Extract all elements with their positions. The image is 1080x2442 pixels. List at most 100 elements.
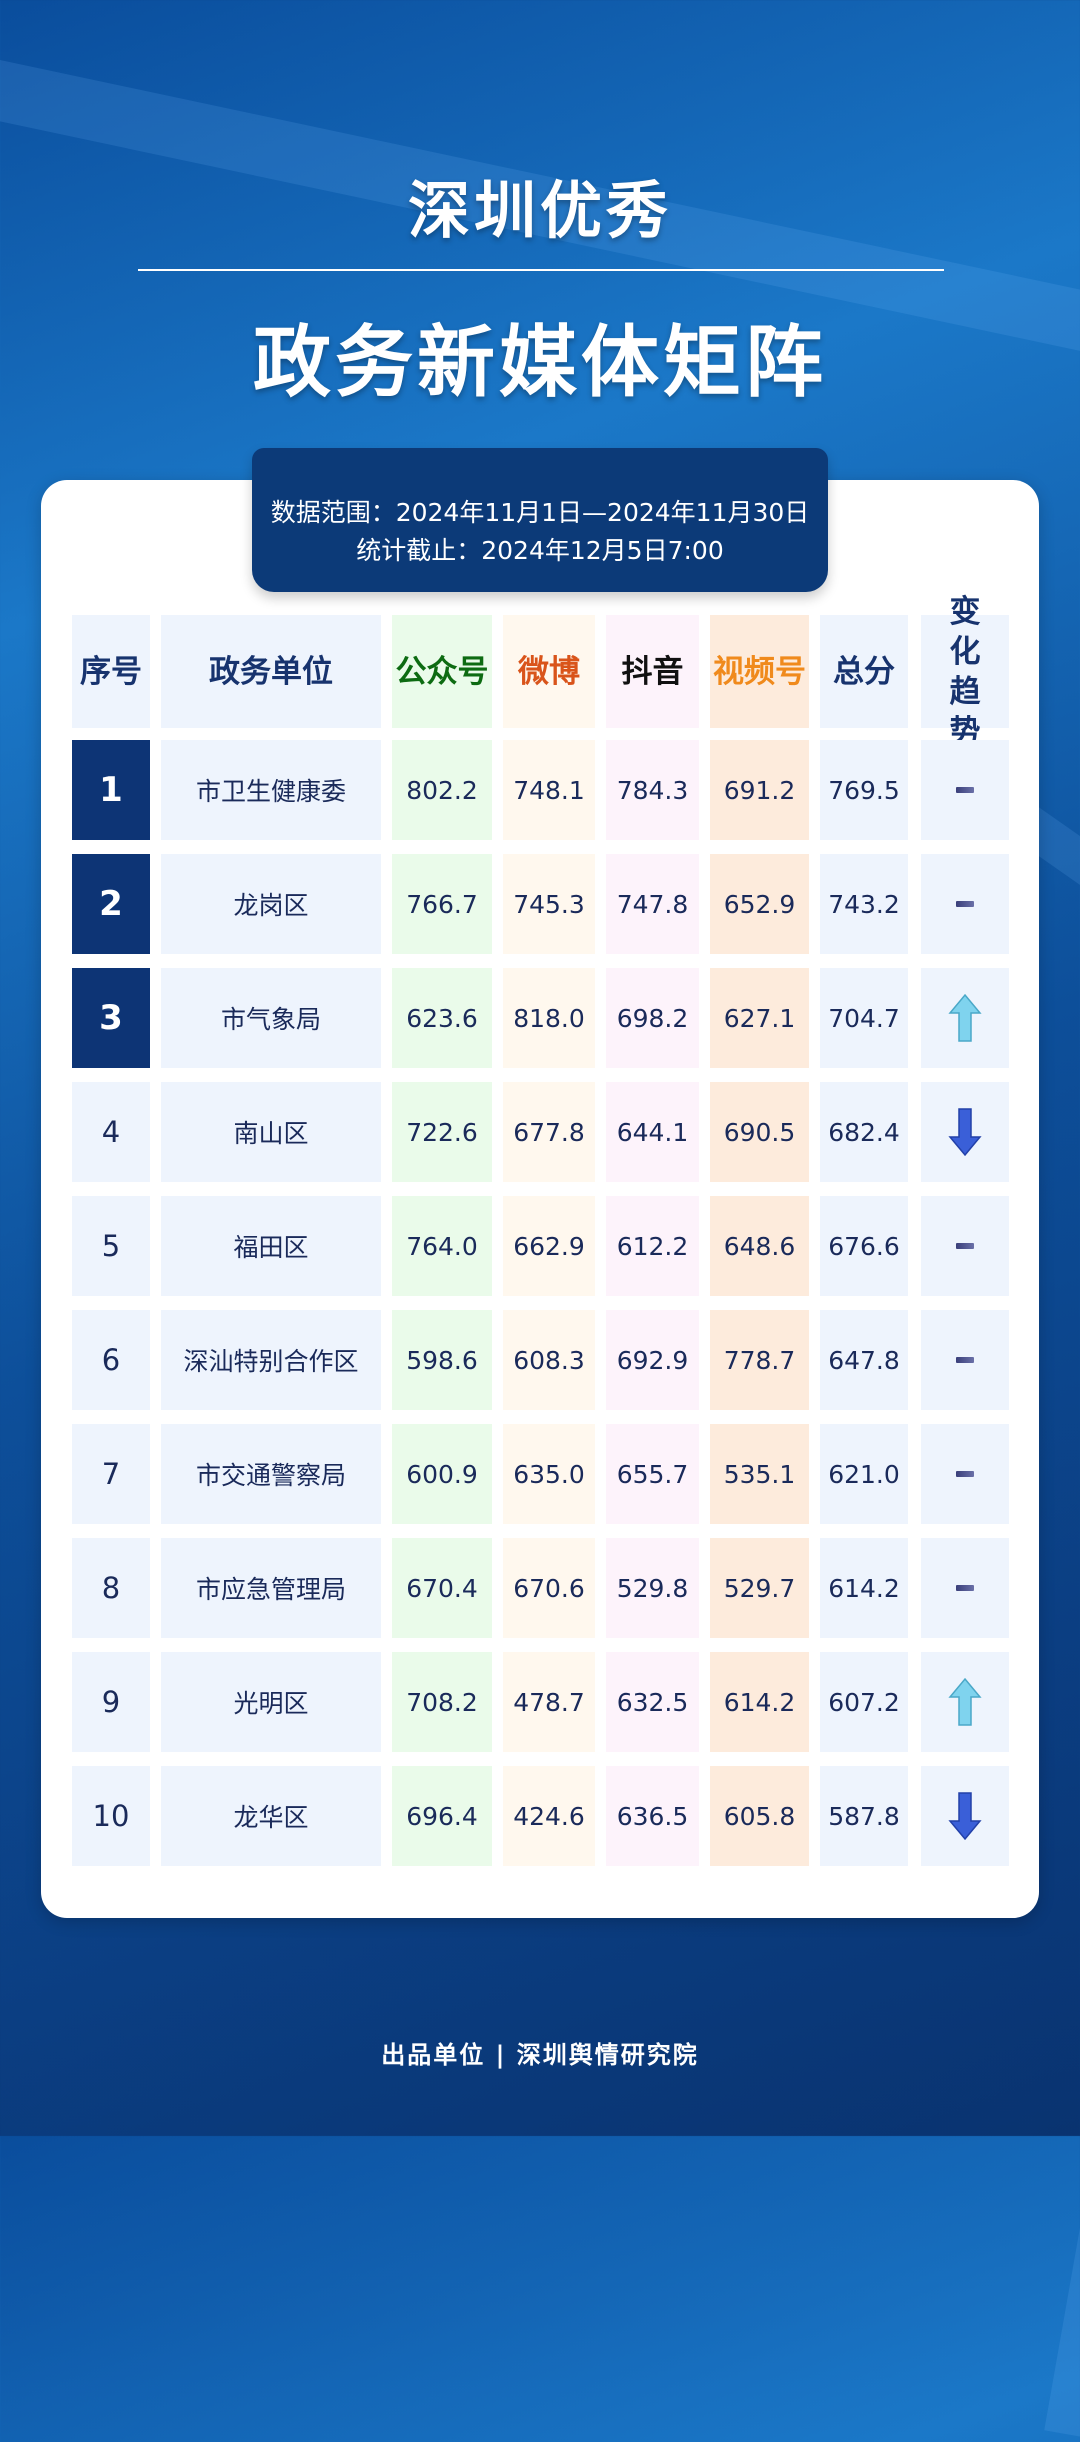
- cell-total: 647.8: [820, 1310, 908, 1410]
- cell-weibo: 818.0: [503, 968, 595, 1068]
- cell-unit: 福田区: [161, 1196, 381, 1296]
- arrow-down-icon: [948, 1792, 982, 1841]
- cell-trend: [921, 968, 1009, 1068]
- cell-trend: [921, 1538, 1009, 1638]
- cell-gongzhonghao: 696.4: [392, 1766, 492, 1866]
- no-change-icon: [956, 1243, 974, 1249]
- cell-douyin: 636.5: [606, 1766, 699, 1866]
- footer-publisher: 出品单位 | 深圳舆情研究院: [381, 2041, 699, 2069]
- date-badge: 数据范围：2024年11月1日—2024年11月30日 统计截止：2024年12…: [252, 448, 828, 592]
- cell-trend: [921, 1424, 1009, 1524]
- cell-douyin: 692.9: [606, 1310, 699, 1410]
- cell-weibo: 608.3: [503, 1310, 595, 1410]
- cell-rank: 4: [72, 1082, 150, 1182]
- cell-rank: 7: [72, 1424, 150, 1524]
- cell-total: 704.7: [820, 968, 908, 1068]
- cell-unit: 龙岗区: [161, 854, 381, 954]
- header-weibo: 微博: [503, 615, 595, 728]
- header-trend: 变化趋势: [921, 594, 1009, 750]
- cell-unit: 市交通警察局: [161, 1424, 381, 1524]
- cell-trend: [921, 1196, 1009, 1296]
- header-gongzhonghao: 公众号: [392, 615, 492, 728]
- cell-weibo: 745.3: [503, 854, 595, 954]
- cell-weibo: 677.8: [503, 1082, 595, 1182]
- cell-unit: 南山区: [161, 1082, 381, 1182]
- cell-douyin: 784.3: [606, 740, 699, 840]
- cell-weibo: 424.6: [503, 1766, 595, 1866]
- data-range: 数据范围：2024年11月1日—2024年11月30日: [270, 498, 810, 527]
- cell-rank: 3: [72, 968, 150, 1068]
- cell-trend: [921, 1766, 1009, 1866]
- cell-trend: [921, 740, 1009, 840]
- header-total: 总分: [820, 615, 908, 728]
- no-change-icon: [956, 1585, 974, 1591]
- cell-douyin: 529.8: [606, 1538, 699, 1638]
- cell-unit: 深汕特别合作区: [161, 1310, 381, 1410]
- header-rank: 序号: [72, 615, 150, 728]
- cell-unit: 光明区: [161, 1652, 381, 1752]
- cell-gongzhonghao: 623.6: [392, 968, 492, 1068]
- cell-douyin: 655.7: [606, 1424, 699, 1524]
- cell-gongzhonghao: 766.7: [392, 854, 492, 954]
- cell-total: 743.2: [820, 854, 908, 954]
- cell-rank: 1: [72, 740, 150, 840]
- cell-total: 769.5: [820, 740, 908, 840]
- no-change-icon: [956, 1471, 974, 1477]
- header-shipinhao: 视频号: [710, 615, 809, 728]
- cell-gongzhonghao: 764.0: [392, 1196, 492, 1296]
- title-divider: [138, 269, 944, 271]
- cell-shipinhao: 605.8: [710, 1766, 809, 1866]
- cell-weibo: 478.7: [503, 1652, 595, 1752]
- cell-total: 682.4: [820, 1082, 908, 1182]
- cell-shipinhao: 691.2: [710, 740, 809, 840]
- cell-douyin: 632.5: [606, 1652, 699, 1752]
- cell-unit: 市卫生健康委: [161, 740, 381, 840]
- cell-unit: 市应急管理局: [161, 1538, 381, 1638]
- cell-total: 621.0: [820, 1424, 908, 1524]
- cell-douyin: 698.2: [606, 968, 699, 1068]
- no-change-icon: [956, 901, 974, 907]
- title-line1: 深圳优秀: [407, 174, 672, 247]
- cell-trend: [921, 854, 1009, 954]
- background-beam: [1044, 1937, 1080, 2442]
- cell-trend: [921, 1652, 1009, 1752]
- arrow-down-icon: [948, 1108, 982, 1157]
- cell-gongzhonghao: 708.2: [392, 1652, 492, 1752]
- header-unit: 政务单位: [161, 615, 381, 728]
- arrow-up-icon: [948, 993, 982, 1042]
- cell-weibo: 635.0: [503, 1424, 595, 1524]
- arrow-up-icon: [948, 1677, 982, 1726]
- cell-gongzhonghao: 670.4: [392, 1538, 492, 1638]
- cell-trend: [921, 1310, 1009, 1410]
- cell-total: 587.8: [820, 1766, 908, 1866]
- cell-weibo: 662.9: [503, 1196, 595, 1296]
- cell-shipinhao: 627.1: [710, 968, 809, 1068]
- cell-shipinhao: 690.5: [710, 1082, 809, 1182]
- no-change-icon: [956, 787, 974, 793]
- cell-douyin: 612.2: [606, 1196, 699, 1296]
- cell-gongzhonghao: 802.2: [392, 740, 492, 840]
- cell-total: 607.2: [820, 1652, 908, 1752]
- cell-shipinhao: 652.9: [710, 854, 809, 954]
- cell-gongzhonghao: 598.6: [392, 1310, 492, 1410]
- cell-shipinhao: 614.2: [710, 1652, 809, 1752]
- cell-rank: 6: [72, 1310, 150, 1410]
- cell-rank: 5: [72, 1196, 150, 1296]
- cell-total: 676.6: [820, 1196, 908, 1296]
- cell-douyin: 644.1: [606, 1082, 699, 1182]
- cell-gongzhonghao: 600.9: [392, 1424, 492, 1524]
- cell-douyin: 747.8: [606, 854, 699, 954]
- cell-weibo: 748.1: [503, 740, 595, 840]
- cell-rank: 2: [72, 854, 150, 954]
- no-change-icon: [956, 1357, 974, 1363]
- stat-cutoff: 统计截止：2024年12月5日7:00: [356, 536, 724, 565]
- cell-unit: 龙华区: [161, 1766, 381, 1866]
- header-douyin: 抖音: [606, 615, 699, 728]
- cell-shipinhao: 778.7: [710, 1310, 809, 1410]
- cell-shipinhao: 648.6: [710, 1196, 809, 1296]
- cell-shipinhao: 535.1: [710, 1424, 809, 1524]
- cell-rank: 8: [72, 1538, 150, 1638]
- cell-weibo: 670.6: [503, 1538, 595, 1638]
- cell-total: 614.2: [820, 1538, 908, 1638]
- cell-shipinhao: 529.7: [710, 1538, 809, 1638]
